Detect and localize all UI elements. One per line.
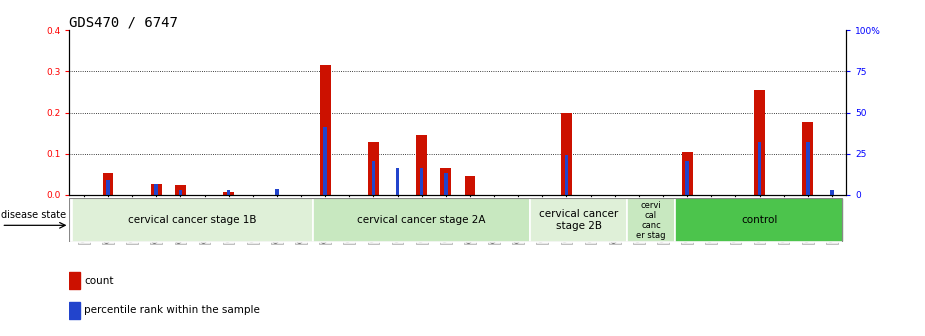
Bar xyxy=(564,155,568,195)
Bar xyxy=(675,198,844,242)
Bar xyxy=(444,173,448,195)
Bar xyxy=(275,189,278,195)
Bar xyxy=(320,65,330,195)
Bar xyxy=(179,190,182,195)
Bar xyxy=(175,184,186,195)
Bar xyxy=(682,153,693,195)
Text: control: control xyxy=(741,215,778,225)
Text: cervical cancer stage 2A: cervical cancer stage 2A xyxy=(357,215,486,225)
Bar xyxy=(420,168,424,195)
Bar xyxy=(802,122,813,195)
Bar xyxy=(372,161,376,195)
Bar xyxy=(103,173,114,195)
Bar xyxy=(685,161,689,195)
Bar xyxy=(69,302,80,319)
Bar xyxy=(561,113,572,195)
Bar xyxy=(151,184,162,195)
Bar xyxy=(530,198,627,242)
Bar xyxy=(368,142,379,195)
Bar xyxy=(396,168,400,195)
Text: count: count xyxy=(84,276,114,286)
Bar xyxy=(830,190,833,195)
Bar xyxy=(416,135,427,195)
Bar xyxy=(754,90,765,195)
Text: cervical cancer stage 1B: cervical cancer stage 1B xyxy=(129,215,257,225)
Bar xyxy=(69,272,80,289)
Bar xyxy=(154,184,158,195)
Bar xyxy=(627,198,675,242)
Text: cervi
cal
canc
er stag: cervi cal canc er stag xyxy=(636,201,666,240)
Bar xyxy=(806,142,809,195)
Text: GDS470 / 6747: GDS470 / 6747 xyxy=(69,15,179,29)
Bar xyxy=(464,176,475,195)
Bar xyxy=(72,198,313,242)
Text: percentile rank within the sample: percentile rank within the sample xyxy=(84,305,260,315)
Bar xyxy=(106,180,110,195)
Bar xyxy=(758,142,761,195)
Bar xyxy=(227,190,230,195)
Bar xyxy=(313,198,530,242)
Bar xyxy=(324,127,327,195)
Bar xyxy=(440,168,451,195)
Bar xyxy=(223,192,234,195)
Text: disease state: disease state xyxy=(2,210,67,220)
Text: cervical cancer
stage 2B: cervical cancer stage 2B xyxy=(539,209,618,231)
